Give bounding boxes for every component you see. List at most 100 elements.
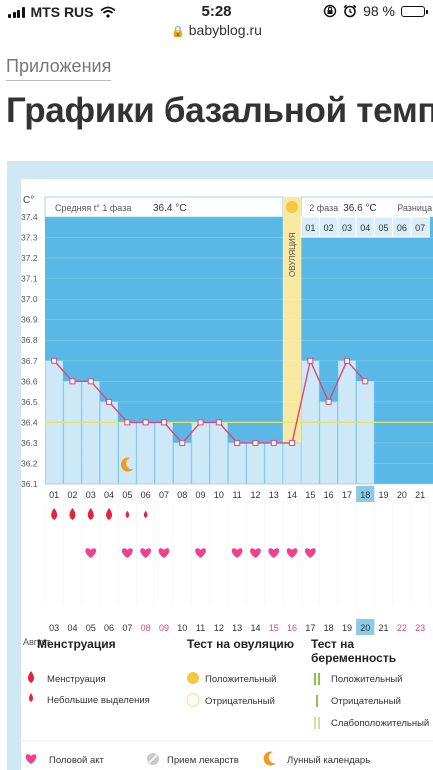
carrier-name: MTS RUS bbox=[30, 4, 94, 20]
calendar-date-label: 07 bbox=[122, 623, 132, 633]
bbt-chart-container: Средняя t° 1 фаза 36.4 °C 2 фаза 36.6 °C Раз… bbox=[7, 161, 433, 770]
temperature-bar bbox=[191, 422, 210, 485]
cycle-day-label: 02 bbox=[67, 490, 77, 500]
phase2-label: 2 фаза bbox=[309, 203, 338, 213]
legend-pregnancy-test-heading: Тест на беременность bbox=[311, 637, 397, 665]
legend-ovulation-positive-icon bbox=[187, 672, 199, 684]
y-tick-label: 37.0 bbox=[21, 294, 38, 304]
phase2-value: 36.6 °C bbox=[343, 203, 376, 214]
temperature-bar bbox=[136, 422, 155, 485]
intercourse-heart-icon bbox=[231, 548, 243, 558]
temperature-bar bbox=[228, 442, 247, 485]
cycle-day-label: 04 bbox=[104, 490, 114, 500]
legend-ovulation-test-heading: Тест на овуляцию bbox=[187, 637, 294, 651]
y-tick-label: 36.1 bbox=[21, 479, 38, 489]
bbt-chart: Средняя t° 1 фаза 36.4 °C 2 фаза 36.6 °C Раз… bbox=[21, 195, 433, 766]
status-bar: MTS RUS 5:28 98 % bbox=[0, 0, 433, 24]
calendar-date-label: 08 bbox=[141, 623, 151, 633]
legend-pregnancy-positive-label: Положительный bbox=[331, 674, 402, 685]
phase2-day-label: 03 bbox=[342, 223, 352, 233]
cycle-day-label: 15 bbox=[305, 490, 315, 500]
legend-medication-label: Прием лекарств bbox=[167, 755, 239, 766]
phase2-day-label: 01 bbox=[305, 223, 315, 233]
temperature-point bbox=[325, 398, 332, 405]
intercourse-heart-icon bbox=[286, 548, 298, 558]
temperature-bar bbox=[118, 422, 137, 485]
menstruation-drop-icon bbox=[106, 508, 113, 520]
temperature-point bbox=[234, 439, 241, 446]
intercourse-heart-icon bbox=[304, 548, 316, 558]
temperature-point bbox=[142, 419, 149, 426]
intercourse-heart-icon bbox=[121, 548, 133, 558]
y-tick-label: 36.2 bbox=[21, 458, 38, 468]
temperature-bar bbox=[155, 422, 173, 485]
calendar-date-label: 16 bbox=[287, 623, 297, 633]
cycle-day-label: 03 bbox=[86, 490, 96, 500]
temperature-point bbox=[215, 419, 222, 426]
cycle-day-label: 12 bbox=[250, 490, 260, 500]
calendar-date-label: 13 bbox=[232, 623, 242, 633]
intercourse-heart-icon bbox=[85, 548, 97, 558]
intercourse-heart-icon bbox=[268, 548, 280, 558]
phase2-day-label: 07 bbox=[415, 223, 425, 233]
y-tick-label: 37.1 bbox=[21, 274, 38, 284]
legend-menstruation-heading: Менструация bbox=[37, 637, 116, 651]
cycle-day-label: 10 bbox=[214, 490, 224, 500]
calendar-date-label: 15 bbox=[269, 623, 279, 633]
temperature-bar bbox=[356, 381, 375, 485]
battery-icon bbox=[401, 5, 428, 17]
y-axis-label: C° bbox=[23, 195, 34, 206]
legend-ovulation-test: Тест на овуляцию bbox=[187, 637, 294, 651]
cycle-day-label: 19 bbox=[379, 490, 389, 500]
y-tick-label: 36.8 bbox=[21, 335, 38, 345]
lock-icon: 🔒 bbox=[171, 26, 185, 38]
calendar-date-label: 18 bbox=[324, 623, 334, 633]
temperature-point bbox=[124, 419, 131, 426]
menstruation-drop-icon bbox=[51, 508, 58, 520]
ovulation-band bbox=[282, 197, 302, 484]
temperature-point bbox=[160, 419, 167, 426]
cycle-day-label: 08 bbox=[177, 490, 187, 500]
section-link[interactable]: Приложения bbox=[6, 56, 112, 81]
calendar-date-label: 22 bbox=[397, 623, 407, 633]
phase1-label: Средняя t° 1 фаза bbox=[55, 203, 131, 213]
status-right: 98 % bbox=[323, 3, 428, 19]
legend-drop-icon bbox=[28, 671, 34, 683]
page-title: Графики базальной темп bbox=[6, 91, 433, 130]
temperature-bar bbox=[63, 381, 82, 485]
temperature-point bbox=[106, 398, 113, 405]
legend-pill-stripe bbox=[148, 754, 158, 764]
calendar-date-label: 06 bbox=[104, 623, 114, 633]
temperature-bar bbox=[209, 422, 228, 485]
y-tick-label: 36.3 bbox=[21, 438, 38, 448]
temperature-point bbox=[270, 439, 277, 446]
temperature-point bbox=[307, 357, 314, 364]
signal-icon bbox=[8, 6, 25, 18]
legend-spotting-label: Небольшие выделения bbox=[47, 695, 150, 706]
temperature-point bbox=[252, 439, 259, 446]
alarm-icon bbox=[343, 4, 357, 18]
month-label: Август bbox=[23, 637, 50, 647]
cycle-day-label: 07 bbox=[159, 490, 169, 500]
bbt-chart-panel: Средняя t° 1 фаза 36.4 °C 2 фаза 36.6 °C Раз… bbox=[21, 179, 433, 770]
y-tick-label: 37.4 bbox=[21, 212, 38, 222]
temperature-bar bbox=[264, 442, 283, 485]
calendar-date-label: 20 bbox=[360, 623, 370, 633]
y-tick-label: 37.2 bbox=[21, 253, 38, 263]
legend-menstruation: Менструация bbox=[37, 637, 116, 651]
legend-intercourse-label: Половой акт bbox=[49, 755, 105, 766]
calendar-date-label: 10 bbox=[177, 623, 187, 633]
y-tick-label: 36.9 bbox=[21, 315, 38, 325]
address-bar[interactable]: 🔒 babyblog.ru bbox=[0, 22, 433, 38]
calendar-date-label: 04 bbox=[67, 623, 77, 633]
intercourse-heart-icon bbox=[158, 548, 170, 558]
legend-pregnancy-negative-label: Отрицательный bbox=[331, 696, 401, 707]
phase1-value: 36.4 °C bbox=[153, 203, 186, 214]
temperature-bar bbox=[319, 401, 338, 485]
legend-lunar-label: Лунный календарь bbox=[287, 755, 370, 766]
today-date-highlight bbox=[356, 619, 375, 635]
temperature-point bbox=[197, 419, 204, 426]
wifi-icon bbox=[99, 6, 116, 18]
url-text: babyblog.ru bbox=[188, 22, 262, 38]
temperature-bar bbox=[173, 442, 192, 485]
